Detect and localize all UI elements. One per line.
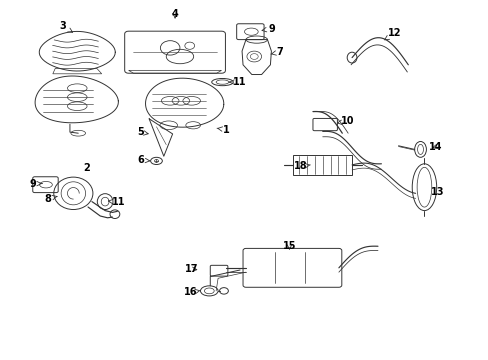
- Text: 3: 3: [59, 21, 72, 32]
- Text: 5: 5: [137, 127, 148, 138]
- Text: 16: 16: [183, 287, 200, 297]
- Text: 4: 4: [171, 9, 178, 19]
- Text: 1: 1: [217, 125, 229, 135]
- Text: 7: 7: [270, 47, 283, 57]
- Text: 8: 8: [44, 194, 57, 204]
- Text: 9: 9: [262, 24, 274, 34]
- Text: 12: 12: [384, 28, 401, 40]
- Text: 10: 10: [337, 116, 354, 126]
- Text: 18: 18: [293, 161, 310, 171]
- Text: 6: 6: [137, 155, 150, 165]
- Text: 17: 17: [185, 264, 199, 274]
- Text: 9: 9: [30, 179, 42, 189]
- Text: 15: 15: [282, 240, 296, 251]
- Text: 2: 2: [83, 163, 90, 174]
- Text: 11: 11: [108, 197, 125, 207]
- Text: 13: 13: [430, 186, 444, 197]
- Text: 11: 11: [229, 77, 246, 87]
- Text: 14: 14: [427, 142, 441, 152]
